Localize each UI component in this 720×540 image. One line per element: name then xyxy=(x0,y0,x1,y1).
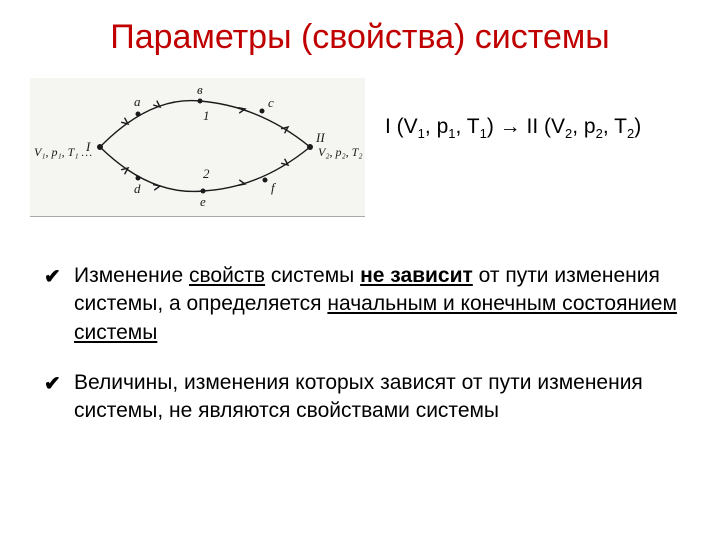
svg-text:1: 1 xyxy=(203,108,210,123)
svg-text:V₂, p₂, T₂ …: V₂, p₂, T₂ … xyxy=(318,145,365,159)
svg-text:e: e xyxy=(200,194,206,209)
bullet-list: ✔ Изменение свойств системы не зависит от… xyxy=(44,262,680,448)
bullet-item: ✔ Величины, изменения которых зависят от … xyxy=(44,369,680,426)
bullet-item: ✔ Изменение свойств системы не зависит от… xyxy=(44,262,680,347)
bullet-text: Изменение свойств системы не зависит от … xyxy=(74,264,677,344)
svg-text:2: 2 xyxy=(203,166,210,181)
svg-text:c: c xyxy=(268,95,274,110)
svg-text:V₁, p₁, T₁ …: V₁, p₁, T₁ … xyxy=(34,145,92,159)
svg-text:f: f xyxy=(271,180,277,195)
svg-text:II: II xyxy=(315,130,325,145)
state-diagram: IIIaв1cde2fV₁, p₁, T₁ …V₂, p₂, T₂ … xyxy=(30,78,365,217)
svg-text:в: в xyxy=(197,82,203,97)
bullet-text: Величины, изменения которых зависят от п… xyxy=(74,371,643,422)
check-icon: ✔ xyxy=(44,371,61,398)
slide-title: Параметры (свойства) системы xyxy=(0,18,720,57)
svg-text:a: a xyxy=(134,94,141,109)
state-diagram-svg: IIIaв1cde2fV₁, p₁, T₁ …V₂, p₂, T₂ … xyxy=(30,78,365,216)
check-icon: ✔ xyxy=(44,264,61,291)
state-transition-formula: I (V1, p1, T1) → II (V2, p2, T2) xyxy=(385,115,705,141)
svg-text:d: d xyxy=(134,181,141,196)
slide: Параметры (свойства) системы IIIaв1cde2f… xyxy=(0,0,720,540)
